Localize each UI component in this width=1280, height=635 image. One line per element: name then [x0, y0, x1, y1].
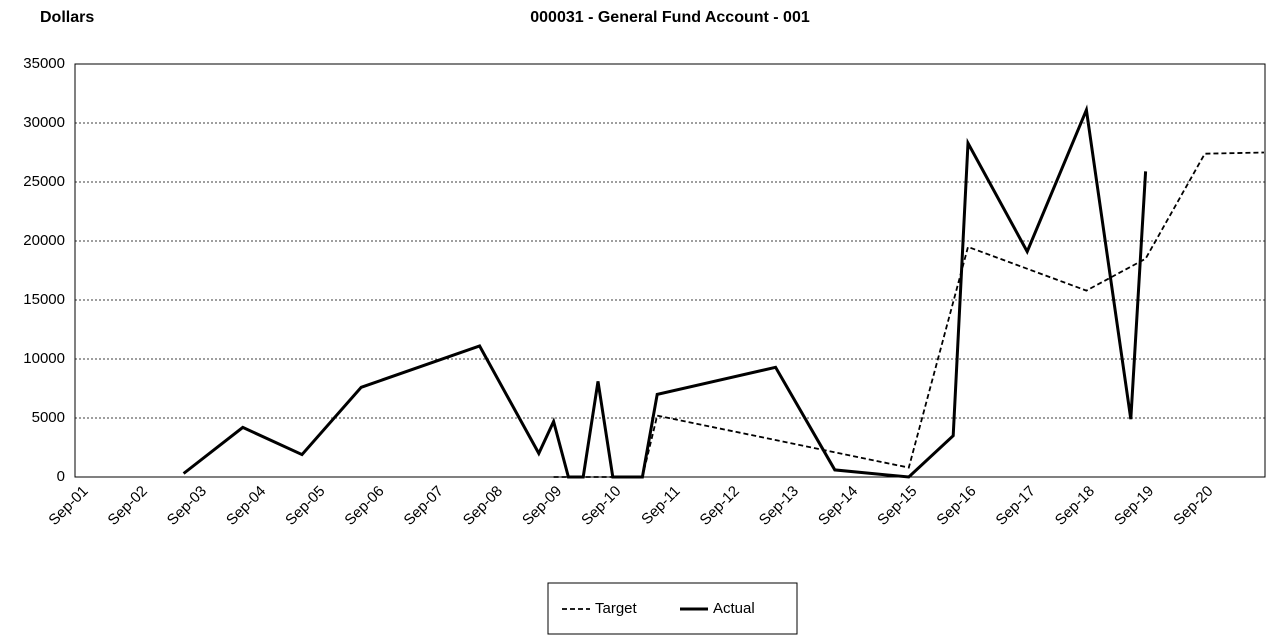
- legend-box: [547, 582, 798, 635]
- y-tick-label: 25000: [23, 173, 65, 190]
- x-tick-label: Sep-08: [460, 483, 506, 529]
- x-tick-label: Sep-20: [1170, 483, 1216, 529]
- x-tick-label: Sep-07: [401, 483, 447, 529]
- x-tick-label: Sep-11: [638, 483, 683, 528]
- x-tick-label: Sep-17: [993, 483, 1039, 529]
- x-tick-label: Sep-18: [1052, 483, 1098, 529]
- x-tick-label: Sep-02: [105, 483, 151, 529]
- x-tick-label: Sep-05: [282, 483, 328, 529]
- x-tick-label: Sep-10: [578, 483, 624, 529]
- x-tick-label: Sep-19: [1111, 483, 1157, 529]
- legend-label: Target: [595, 600, 638, 617]
- x-tick-label: Sep-13: [756, 483, 802, 529]
- y-tick-label: 5000: [32, 409, 65, 426]
- y-axis-title: Dollars: [40, 9, 94, 26]
- x-tick-label: Sep-16: [933, 483, 979, 529]
- x-tick-label: Sep-12: [697, 483, 743, 529]
- plot-frame: [74, 63, 1266, 478]
- y-tick-label: 30000: [23, 114, 65, 131]
- x-tick-label: Sep-06: [341, 483, 387, 529]
- series-line: [182, 104, 1148, 479]
- legend-label: Actual: [713, 600, 755, 617]
- series-line: [553, 151, 1265, 478]
- x-tick-label: Sep-14: [815, 483, 861, 529]
- y-tick-label: 0: [57, 468, 65, 485]
- x-tick-label: Sep-03: [164, 483, 210, 529]
- y-tick-label: 20000: [23, 232, 65, 249]
- y-tick-label: 15000: [23, 291, 65, 308]
- chart-title: 000031 - General Fund Account - 001: [530, 9, 810, 26]
- x-tick-label: Sep-15: [874, 483, 920, 529]
- x-tick-label: Sep-09: [519, 483, 565, 529]
- x-tick-label: Sep-01: [45, 483, 91, 529]
- x-tick-label: Sep-04: [223, 483, 269, 529]
- y-tick-label: 10000: [23, 350, 65, 367]
- y-tick-label: 35000: [23, 55, 65, 72]
